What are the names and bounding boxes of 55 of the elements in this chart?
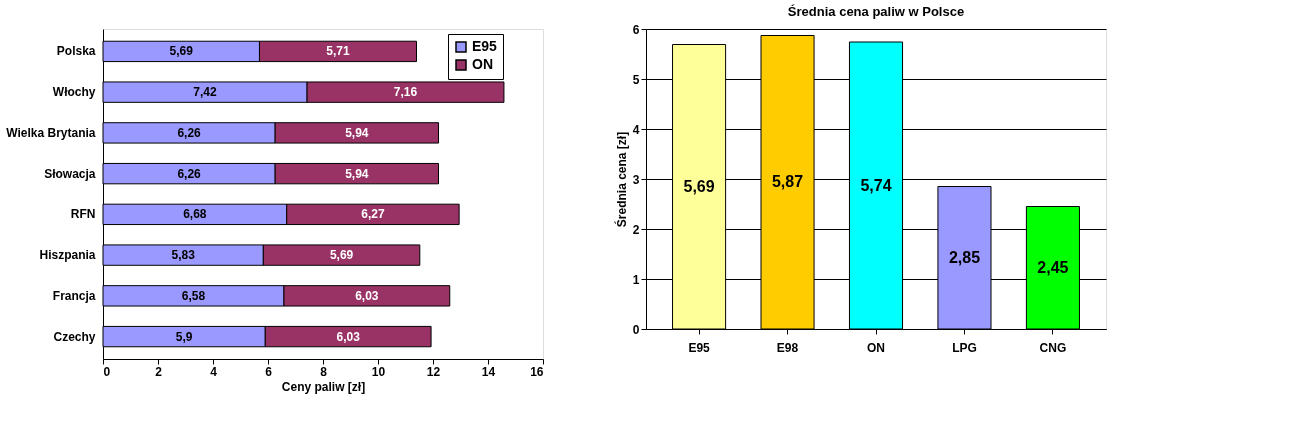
data-label: 5,83 [171,248,196,263]
y-tick-label: Francja [52,288,96,303]
x-tick-label: E95 [688,340,711,355]
y-tick-label: 6 [632,22,640,37]
x-tick-label: LPG [952,340,977,355]
data-label: 5,87 [771,173,804,191]
x-tick-label: 14 [481,364,496,379]
y-tick-label: Wielka Brytania [6,125,96,140]
data-label: 6,26 [177,166,202,181]
data-label: 2,85 [948,248,981,266]
y-tick-label: 5 [632,72,640,87]
data-label: 6,03 [355,288,379,303]
x-tick-label: 4 [210,364,218,379]
x-axis-title: Ceny paliw [zł] [281,379,366,394]
x-tick-label: 16 [530,364,544,379]
y-axis-title: Średnia cena [zł] [613,131,629,228]
y-tick-label: RFN [70,207,96,222]
y-tick-label: Włochy [52,85,96,100]
x-tick-label: 0 [103,364,111,379]
data-label: 5,9 [175,329,193,344]
data-label: 5,69 [329,248,354,263]
data-label: 5,71 [326,44,350,59]
x-tick-label: 12 [426,364,441,379]
x-tick-label: 2 [155,364,163,379]
x-tick-label: 6 [265,364,273,379]
data-label: 7,42 [193,85,218,100]
data-label: 6,27 [361,207,385,222]
data-label: 5,74 [860,176,892,194]
x-tick-label: E98 [776,340,799,355]
data-label: 5,94 [345,125,369,140]
y-tick-label: 2 [632,222,640,237]
y-tick-label: 4 [632,122,640,137]
data-label: 6,68 [183,207,207,222]
data-label: 6,03 [336,329,361,344]
data-label: 6,58 [181,288,206,303]
data-label: 7,16 [393,85,418,100]
y-tick-label: Czechy [53,329,96,344]
legend-label: ON [472,56,493,72]
data-label: 6,26 [177,125,202,140]
data-label: 5,69 [169,44,194,59]
chart-title: Średnia cena paliw w Polsce [787,4,965,19]
x-tick-label: 8 [320,364,328,379]
y-tick-label: Polska [56,44,96,59]
data-label: 2,45 [1037,258,1069,276]
data-label: 5,69 [683,177,715,195]
y-tick-label: 1 [632,272,640,287]
x-tick-label: 10 [371,364,386,379]
data-label: 5,94 [345,166,369,181]
legend-label: E95 [472,38,498,54]
x-tick-label: ON [867,340,885,355]
y-tick-label: Słowacja [44,166,96,181]
y-tick-label: Hiszpania [39,248,96,263]
x-tick-label: CNG [1039,340,1067,355]
y-tick-label: 0 [632,322,640,337]
y-tick-label: 3 [632,172,640,187]
